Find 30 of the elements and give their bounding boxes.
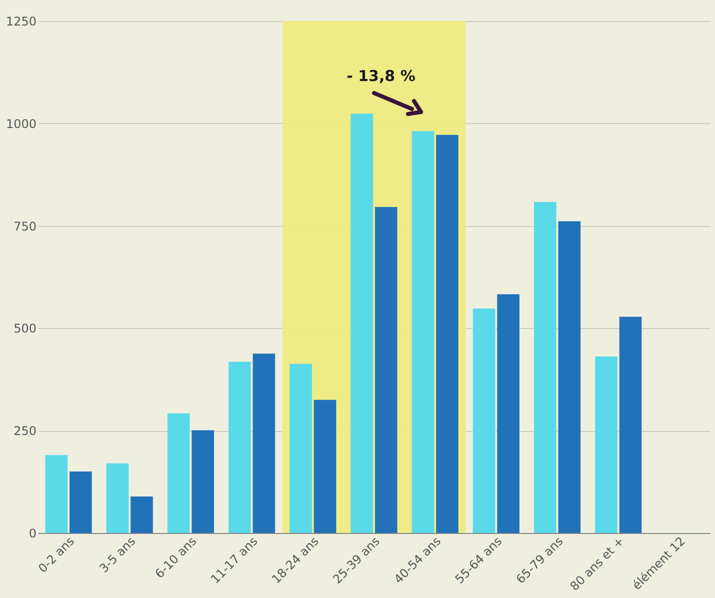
bar: [595, 356, 618, 533]
x-tick-label: 3-5 ans: [96, 534, 138, 576]
y-tick-label: 1250: [6, 14, 36, 28]
annotation: - 13,8 %: [346, 67, 416, 85]
bar: [558, 221, 581, 533]
bar: [619, 316, 642, 533]
x-tick-label: 80 ans et +: [567, 534, 627, 594]
bar: [472, 308, 496, 533]
y-tick-label: 0: [28, 526, 36, 540]
bar: [497, 294, 520, 533]
bar: [350, 114, 374, 533]
bar: [167, 413, 190, 533]
bar: [70, 472, 92, 533]
bar: [130, 496, 153, 533]
bar: [412, 131, 434, 533]
y-tick-label: 500: [14, 322, 36, 336]
x-tick-label: 0-2 ans: [36, 534, 78, 576]
bar: [228, 362, 251, 533]
bar: [290, 364, 312, 533]
bar: [534, 202, 556, 533]
bar: [252, 354, 276, 533]
bar: [436, 134, 458, 533]
bar: [314, 400, 336, 533]
y-tick-label: 250: [14, 424, 36, 438]
bar: [106, 463, 129, 533]
y-tick-label: 1000: [6, 116, 36, 131]
bar: [192, 430, 214, 533]
bar: [45, 455, 68, 533]
y-tick-label: 750: [14, 219, 36, 234]
bar: [374, 206, 398, 533]
